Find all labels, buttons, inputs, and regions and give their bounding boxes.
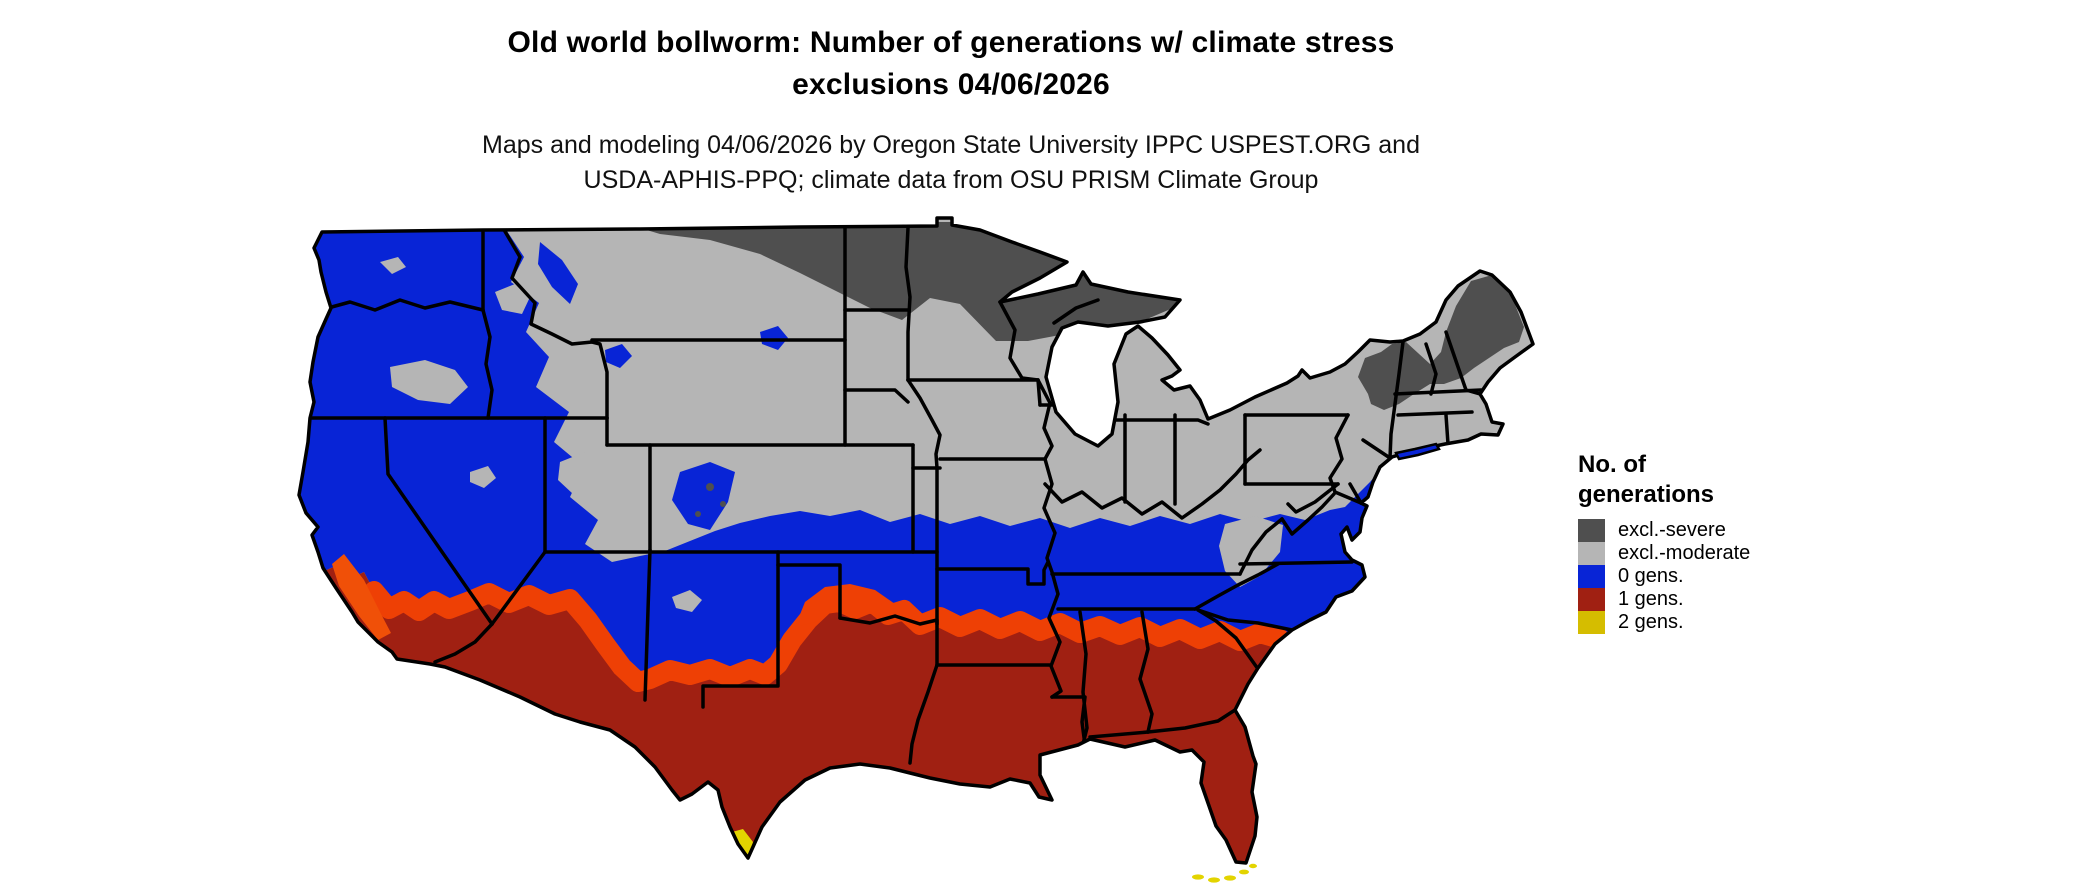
legend-label-excl-moderate: excl.-moderate bbox=[1618, 542, 1751, 564]
legend-label-0-gens: 0 gens. bbox=[1618, 565, 1684, 587]
map-patches-0-gens-rockies bbox=[538, 242, 788, 530]
map-legend: No. of generations excl.-severe excl.-mo… bbox=[1578, 450, 1750, 634]
map-region-1-gens bbox=[305, 540, 1280, 863]
legend-swatch-excl-severe bbox=[1578, 519, 1605, 542]
map-region-0-gens bbox=[299, 228, 1392, 682]
florida-keys bbox=[1192, 863, 1257, 883]
state-borders bbox=[308, 226, 1483, 765]
map-specks-severe-rockies bbox=[695, 483, 726, 517]
page-title-line1: Old world bollworm: Number of generation… bbox=[507, 26, 1395, 59]
legend-label-excl-severe: excl.-severe bbox=[1618, 519, 1726, 541]
page-title-line2: exclusions 04/06/2026 bbox=[792, 68, 1110, 101]
legend-item-excl-severe: excl.-severe bbox=[1578, 519, 1750, 542]
long-island bbox=[1394, 442, 1441, 461]
legend-swatch-0-gens bbox=[1578, 565, 1605, 588]
legend-swatch-excl-moderate bbox=[1578, 542, 1605, 565]
legend-rows: excl.-severe excl.-moderate 0 gens. 1 ge… bbox=[1578, 519, 1750, 634]
page-subtitle: Maps and modeling 04/06/2026 by Oregon S… bbox=[0, 128, 1902, 198]
map-header: Old world bollworm: Number of generation… bbox=[0, 22, 1902, 198]
map-region-california-valley bbox=[332, 554, 391, 640]
page-subtitle-line1: Maps and modeling 04/06/2026 by Oregon S… bbox=[482, 131, 1420, 159]
legend-title-line1: No. of bbox=[1578, 451, 1646, 478]
map-fringe-bulge-oklahoma bbox=[795, 584, 895, 627]
page-subtitle-line2: USDA-APHIS-PPQ; climate data from OSU PR… bbox=[583, 166, 1319, 194]
legend-item-1-gens: 1 gens. bbox=[1578, 588, 1750, 611]
map-region-2-gens bbox=[732, 829, 1256, 862]
legend-label-1-gens: 1 gens. bbox=[1618, 588, 1684, 610]
us-generations-map bbox=[240, 172, 1560, 892]
legend-swatch-1-gens bbox=[1578, 588, 1605, 611]
legend-item-2-gens: 2 gens. bbox=[1578, 611, 1750, 634]
legend-title-line2: generations bbox=[1578, 481, 1715, 508]
legend-item-0-gens: 0 gens. bbox=[1578, 565, 1750, 588]
us-coastline bbox=[297, 216, 1535, 865]
legend-label-2-gens: 2 gens. bbox=[1618, 611, 1684, 633]
map-patches-moderate-in-west bbox=[380, 257, 702, 612]
legend-swatch-2-gens bbox=[1578, 611, 1605, 634]
legend-item-excl-moderate: excl.-moderate bbox=[1578, 542, 1750, 565]
